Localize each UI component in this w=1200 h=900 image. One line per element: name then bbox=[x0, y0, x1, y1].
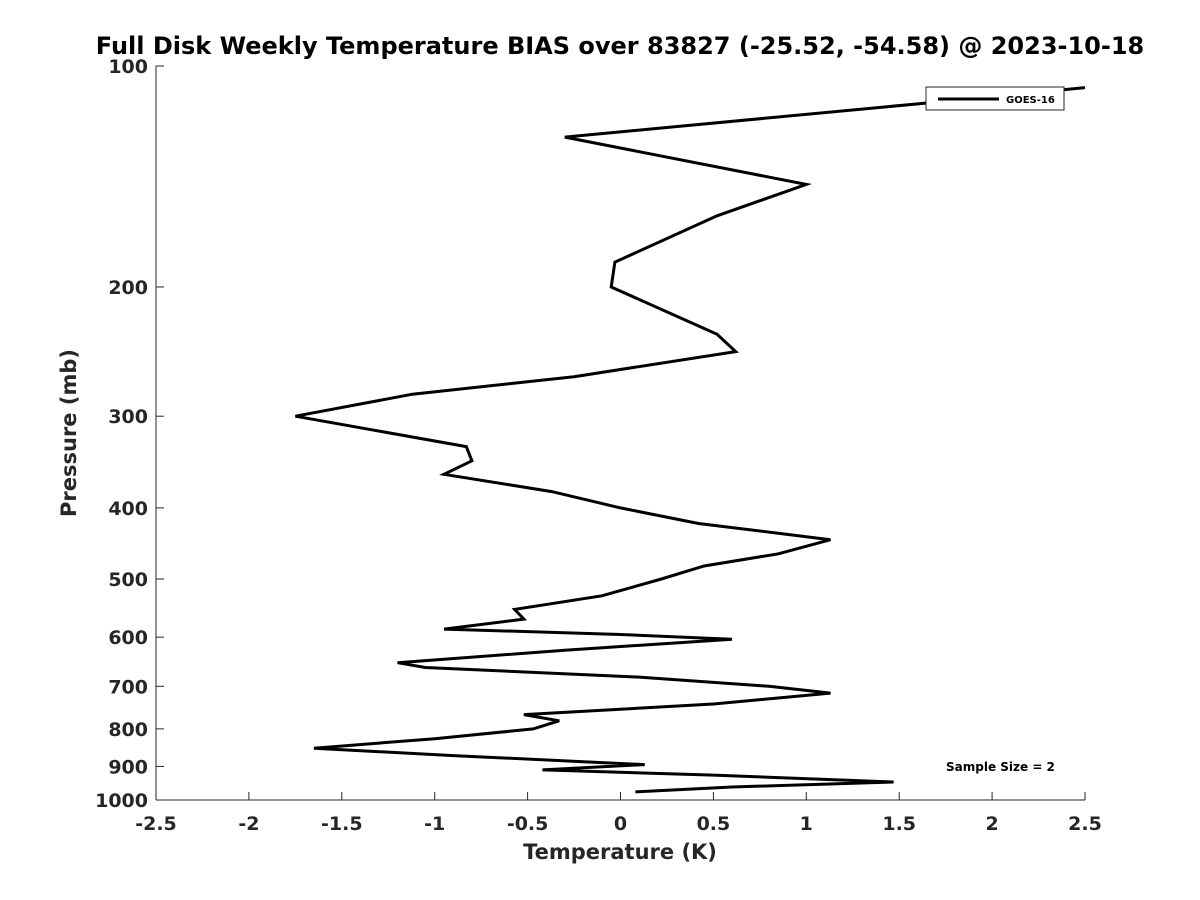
plot-area bbox=[156, 66, 1085, 800]
x-axis-label: Temperature (K) bbox=[523, 840, 717, 864]
y-tick-label: 600 bbox=[108, 627, 148, 649]
legend-label-goes-16: GOES-16 bbox=[1006, 95, 1055, 106]
chart-title: Full Disk Weekly Temperature BIAS over 8… bbox=[96, 32, 1144, 60]
sample-size-annotation: Sample Size = 2 bbox=[946, 760, 1055, 774]
y-tick-label: 500 bbox=[108, 569, 148, 591]
series-line-goes-16 bbox=[295, 86, 1086, 794]
y-axis-ticks: 100 200 300 400 500 600 700 800 900 1000 bbox=[95, 56, 164, 812]
x-tick-label: -2 bbox=[238, 813, 259, 835]
y-tick-label: 700 bbox=[108, 676, 148, 698]
x-tick-label: 0 bbox=[614, 813, 627, 835]
x-tick-label: 2.5 bbox=[1068, 813, 1102, 835]
y-tick-label: 200 bbox=[108, 277, 148, 299]
x-tick-label: -0.5 bbox=[507, 813, 549, 835]
y-tick-label: 1000 bbox=[95, 790, 148, 812]
x-tick-label: 0.5 bbox=[697, 813, 731, 835]
x-axis: -2.5 -2 -1.5 -1 -0.5 0 0.5 1 1.5 2 2.5 Temperature… bbox=[135, 792, 1102, 864]
y-tick-label: 100 bbox=[108, 56, 148, 78]
x-axis-ticks: -2.5 -2 -1.5 -1 -0.5 0 0.5 1 1.5 2 2.5 bbox=[135, 792, 1102, 835]
y-tick-label: 400 bbox=[108, 498, 148, 520]
x-tick-label: 1.5 bbox=[882, 813, 916, 835]
legend: GOES-16 bbox=[925, 86, 1065, 111]
y-axis-label: Pressure (mb) bbox=[57, 349, 81, 517]
x-tick-label: -1.5 bbox=[321, 813, 363, 835]
x-tick-label: -2.5 bbox=[135, 813, 177, 835]
x-tick-label: 1 bbox=[800, 813, 813, 835]
y-tick-label: 900 bbox=[108, 756, 148, 778]
x-tick-label: 2 bbox=[985, 813, 998, 835]
y-axis: 100 200 300 400 500 600 700 800 900 1000 Pressure… bbox=[57, 56, 164, 812]
y-tick-label: 800 bbox=[108, 719, 148, 741]
series-layer bbox=[295, 86, 1086, 794]
x-tick-label: -1 bbox=[424, 813, 445, 835]
y-tick-label: 300 bbox=[108, 406, 148, 428]
